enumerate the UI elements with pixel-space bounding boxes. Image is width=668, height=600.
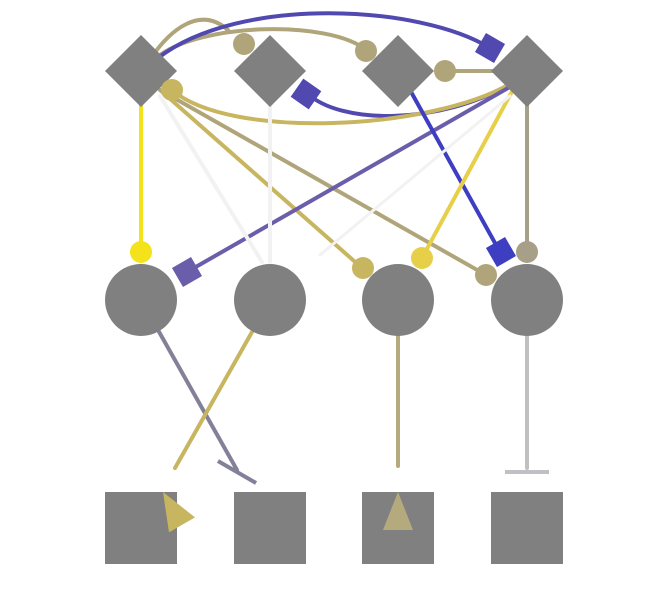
node-square-s4	[491, 492, 563, 564]
edge-d3-c4	[408, 88, 502, 254]
edge-c2-s1	[173, 330, 254, 470]
node-circle-c4	[491, 264, 563, 336]
edge-end-circle-d4-d1	[161, 79, 183, 101]
edge-d4-c3	[420, 84, 517, 260]
node-circle-c3	[362, 264, 434, 336]
edge-end-square-d4-c1	[171, 256, 203, 288]
edge-end-bar-c1-s2	[216, 459, 258, 485]
edge-end-circle-d1-d3	[355, 40, 377, 62]
edge-end-arrow-c2-s1	[163, 492, 195, 533]
edge-d4-d1	[170, 82, 512, 126]
edge-d1-c4	[158, 88, 488, 277]
edge-end-circle-d1-d2	[233, 33, 255, 55]
node-diamond-d2	[234, 35, 306, 107]
node-diamond-d3	[362, 35, 434, 107]
edge-end-circle-d4-c4	[516, 241, 538, 263]
edge-end-square-d3-c4	[485, 236, 517, 268]
node-square-s2	[234, 492, 306, 564]
edge-end-circle-d1-c4	[475, 264, 497, 286]
edge-d4-c2	[318, 94, 512, 257]
node-diamond-d1	[105, 35, 177, 107]
node-circle-c1	[105, 264, 177, 336]
edge-end-circle-d1-c1	[130, 241, 152, 263]
node-diamond-d4	[491, 35, 563, 107]
node-circle-c2	[234, 264, 306, 336]
edges-layer	[139, 11, 529, 472]
edge-end-circle-d4-d3	[434, 60, 456, 82]
edge-d1-d4	[156, 11, 492, 60]
edge-d1-d2	[149, 17, 230, 60]
edge-d1-c2	[158, 94, 264, 264]
edge-d4-c1	[185, 82, 517, 274]
edge-d1-c3	[158, 88, 364, 270]
nodes-layer	[105, 35, 563, 564]
edge-end-square-d1-d4	[474, 32, 506, 64]
edge-end-arrow-c3-s3	[383, 492, 413, 530]
edge-end-square-d4-d2	[290, 78, 322, 110]
edge-end-circle-d4-c3	[411, 247, 433, 269]
edge-end-circle-d1-c3	[352, 257, 374, 279]
edge-c1-s2	[156, 328, 239, 472]
markers-layer	[130, 32, 549, 533]
